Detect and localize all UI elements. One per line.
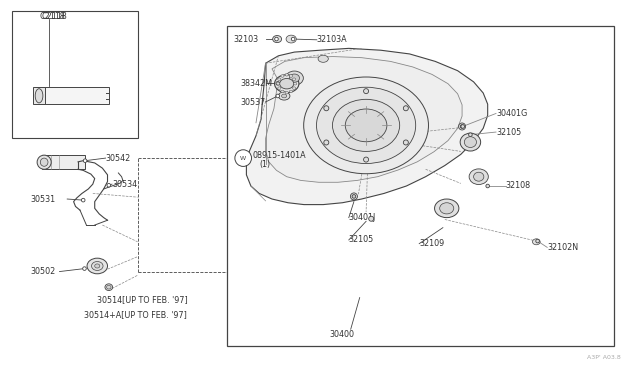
Ellipse shape (289, 90, 292, 93)
Ellipse shape (316, 87, 416, 163)
Ellipse shape (465, 137, 476, 147)
Text: 30534: 30534 (112, 180, 137, 189)
Ellipse shape (294, 82, 297, 85)
Circle shape (291, 37, 295, 41)
Ellipse shape (289, 75, 292, 77)
Circle shape (460, 125, 464, 128)
Circle shape (83, 267, 86, 270)
Circle shape (459, 123, 465, 130)
Text: 32102N: 32102N (547, 243, 579, 252)
Ellipse shape (532, 239, 540, 245)
Circle shape (461, 125, 465, 128)
Ellipse shape (105, 284, 113, 291)
Ellipse shape (95, 264, 100, 268)
Circle shape (276, 81, 280, 85)
Ellipse shape (35, 89, 43, 103)
Circle shape (83, 159, 87, 163)
Ellipse shape (37, 155, 51, 169)
Ellipse shape (273, 35, 282, 42)
Circle shape (276, 94, 280, 98)
Text: 08915-1401A: 08915-1401A (253, 151, 307, 160)
Ellipse shape (280, 78, 294, 89)
Bar (35, 87, 109, 104)
Ellipse shape (281, 90, 284, 93)
Polygon shape (246, 48, 488, 205)
Ellipse shape (289, 74, 300, 82)
Ellipse shape (281, 75, 284, 77)
Circle shape (235, 150, 252, 166)
Circle shape (364, 157, 369, 162)
Ellipse shape (474, 172, 484, 181)
Text: 30514+A[UP TO FEB. '97]: 30514+A[UP TO FEB. '97] (84, 310, 188, 319)
Bar (42, 155, 85, 169)
Circle shape (107, 183, 111, 187)
Text: 30531: 30531 (31, 195, 56, 203)
Bar (12, 11, 138, 138)
Ellipse shape (286, 35, 296, 43)
Circle shape (324, 140, 329, 145)
Circle shape (536, 239, 540, 243)
Circle shape (352, 195, 356, 198)
Text: 30542: 30542 (106, 154, 131, 163)
Text: 30401G: 30401G (496, 109, 527, 118)
Circle shape (275, 37, 278, 41)
Ellipse shape (460, 133, 481, 151)
Ellipse shape (292, 87, 296, 89)
Text: W: W (240, 155, 246, 161)
Text: 30502: 30502 (31, 267, 56, 276)
Ellipse shape (276, 82, 280, 85)
Ellipse shape (282, 94, 287, 98)
Text: 32103: 32103 (234, 35, 259, 44)
Ellipse shape (469, 169, 488, 185)
Bar (227, 26, 614, 346)
Ellipse shape (285, 71, 303, 85)
Text: 30400: 30400 (330, 330, 355, 339)
Circle shape (81, 198, 85, 202)
Text: C2118: C2118 (42, 12, 67, 21)
Text: A3P' A03.8: A3P' A03.8 (587, 355, 621, 360)
Circle shape (403, 106, 408, 111)
Circle shape (351, 193, 357, 200)
Ellipse shape (318, 55, 328, 62)
Ellipse shape (303, 77, 429, 174)
Text: 30537: 30537 (240, 98, 265, 107)
Text: (1): (1) (259, 160, 270, 169)
Circle shape (369, 216, 374, 221)
Polygon shape (266, 57, 462, 182)
Text: 32105: 32105 (349, 235, 374, 244)
Circle shape (468, 133, 472, 137)
Circle shape (324, 106, 329, 111)
Text: 32109: 32109 (419, 239, 444, 248)
Ellipse shape (346, 109, 387, 142)
Text: 38342M: 38342M (240, 79, 272, 88)
Text: 32108: 32108 (506, 182, 531, 190)
Text: 32105: 32105 (496, 128, 521, 137)
Ellipse shape (285, 73, 289, 76)
Ellipse shape (107, 285, 111, 289)
Text: 32103A: 32103A (317, 35, 348, 44)
Text: C2118: C2118 (40, 12, 65, 21)
Ellipse shape (435, 199, 459, 218)
Text: 30514[UP TO FEB. '97]: 30514[UP TO FEB. '97] (97, 295, 188, 304)
Ellipse shape (92, 262, 103, 270)
Ellipse shape (285, 91, 289, 94)
Ellipse shape (292, 78, 296, 80)
Ellipse shape (40, 158, 48, 166)
Circle shape (486, 184, 490, 188)
Circle shape (364, 89, 369, 94)
Ellipse shape (440, 203, 454, 214)
Ellipse shape (333, 99, 399, 151)
Ellipse shape (278, 92, 290, 100)
Ellipse shape (278, 78, 281, 80)
Text: 30401J: 30401J (349, 213, 376, 222)
Ellipse shape (87, 258, 108, 274)
Ellipse shape (275, 75, 299, 93)
Bar (33, 87, 45, 104)
Circle shape (403, 140, 408, 145)
Ellipse shape (278, 87, 281, 89)
